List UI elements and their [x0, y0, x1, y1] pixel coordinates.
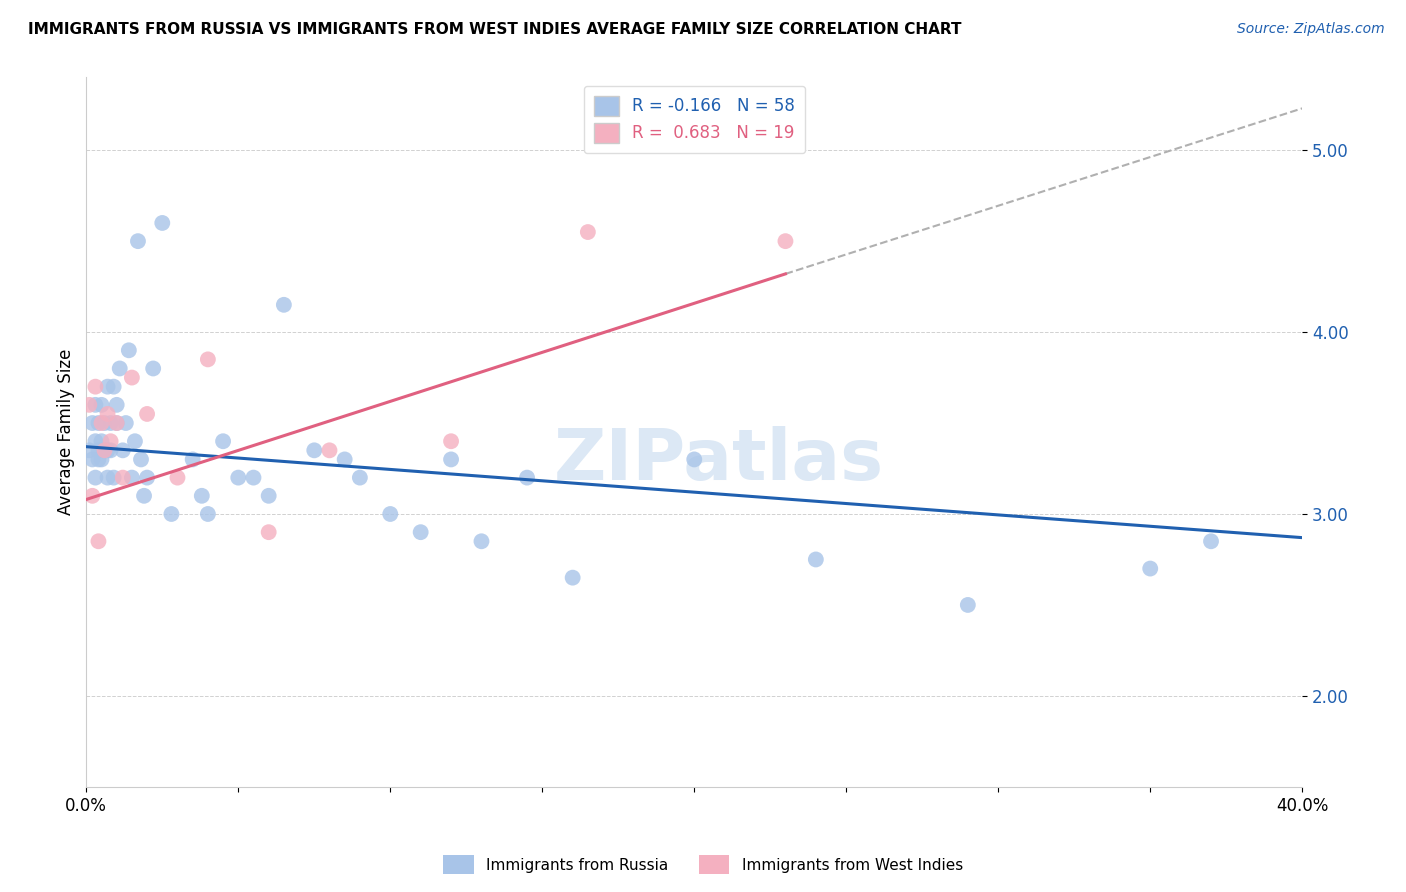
Point [90, 434, 112, 449]
Point [97, 470, 120, 484]
Text: IMMIGRANTS FROM RUSSIA VS IMMIGRANTS FROM WEST INDIES AVERAGE FAMILY SIZE CORREL: IMMIGRANTS FROM RUSSIA VS IMMIGRANTS FRO… [28, 22, 962, 37]
Point [84, 398, 107, 412]
Point [257, 525, 280, 540]
Point [87, 416, 110, 430]
Point [775, 234, 797, 248]
Point [273, 298, 295, 312]
Point [121, 370, 143, 384]
Point [103, 379, 125, 393]
Point [90, 398, 112, 412]
Point [136, 407, 159, 421]
Point [90, 452, 112, 467]
Point [84, 379, 107, 393]
Point [118, 343, 141, 358]
Point [160, 507, 183, 521]
Point [87, 452, 110, 467]
Point [82, 489, 104, 503]
Point [956, 598, 979, 612]
Point [100, 443, 122, 458]
Point [318, 443, 340, 458]
Point [121, 470, 143, 484]
Point [409, 525, 432, 540]
Y-axis label: Average Family Size: Average Family Size [58, 349, 75, 516]
Point [136, 470, 159, 484]
Point [111, 443, 134, 458]
Point [105, 398, 128, 412]
Point [212, 434, 235, 449]
Point [440, 452, 463, 467]
Point [304, 443, 326, 458]
Point [87, 443, 110, 458]
Legend: R = -0.166   N = 58, R =  0.683   N = 19: R = -0.166 N = 58, R = 0.683 N = 19 [583, 86, 804, 153]
Point [97, 407, 120, 421]
Text: ZIPatlas: ZIPatlas [554, 426, 883, 495]
Point [97, 379, 120, 393]
Point [1139, 561, 1161, 575]
Point [197, 352, 219, 367]
Point [129, 452, 152, 467]
Point [82, 416, 104, 430]
Point [440, 434, 463, 449]
Point [191, 489, 214, 503]
Point [380, 507, 402, 521]
Point [349, 470, 371, 484]
Point [181, 452, 204, 467]
Point [93, 416, 115, 430]
Point [100, 434, 122, 449]
Point [82, 452, 104, 467]
Point [90, 416, 112, 430]
Point [87, 534, 110, 549]
Point [105, 416, 128, 430]
Point [108, 361, 131, 376]
Point [470, 534, 492, 549]
Point [124, 434, 146, 449]
Point [84, 470, 107, 484]
Point [166, 470, 188, 484]
Point [105, 416, 128, 430]
Legend: Immigrants from Russia, Immigrants from West Indies: Immigrants from Russia, Immigrants from … [437, 849, 969, 880]
Point [100, 416, 122, 430]
Text: Source: ZipAtlas.com: Source: ZipAtlas.com [1237, 22, 1385, 37]
Point [257, 489, 280, 503]
Point [576, 225, 599, 239]
Point [103, 470, 125, 484]
Point [79, 398, 101, 412]
Point [79, 443, 101, 458]
Point [683, 452, 706, 467]
Point [114, 416, 136, 430]
Point [197, 507, 219, 521]
Point [333, 452, 356, 467]
Point [516, 470, 538, 484]
Point [226, 470, 249, 484]
Point [111, 470, 134, 484]
Point [93, 443, 115, 458]
Point [93, 443, 115, 458]
Point [142, 361, 165, 376]
Point [804, 552, 827, 566]
Point [242, 470, 264, 484]
Point [132, 489, 155, 503]
Point [84, 434, 107, 449]
Point [561, 571, 583, 585]
Point [150, 216, 173, 230]
Point [97, 443, 120, 458]
Point [127, 234, 149, 248]
Point [1199, 534, 1222, 549]
